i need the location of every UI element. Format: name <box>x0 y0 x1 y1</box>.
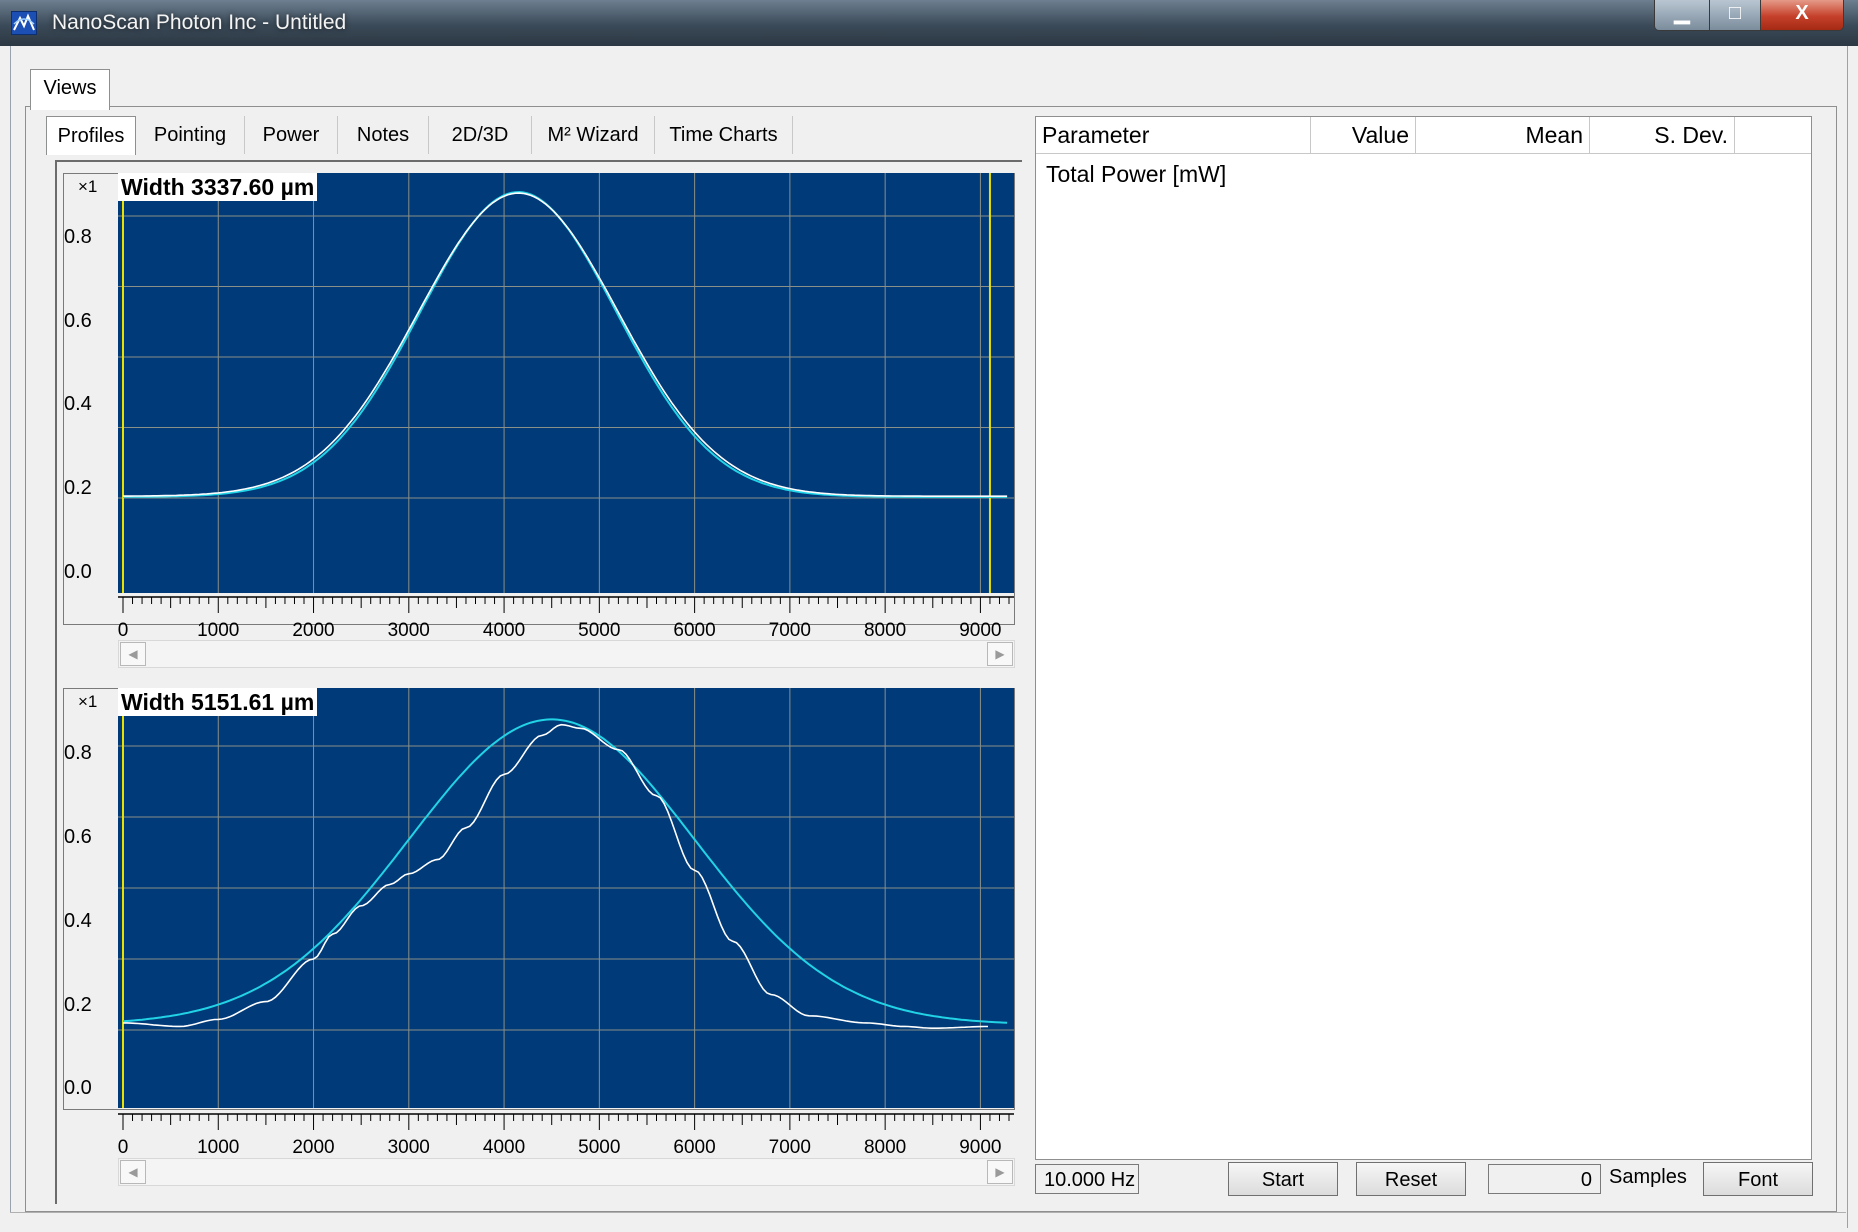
column-header-mean[interactable]: Mean <box>1416 117 1590 153</box>
profile-graph-svg <box>118 173 1014 593</box>
profiles-panel <box>55 160 1022 1204</box>
title-bar[interactable]: NanoScan Photon Inc - Untitled ▁ □ X <box>0 0 1858 46</box>
y-tick: 0.4 <box>64 393 92 415</box>
nanoscan-logo-icon <box>11 11 37 35</box>
x-tick-label: 1000 <box>197 620 240 641</box>
column-header-value[interactable]: Value <box>1311 117 1416 153</box>
column-header-parameter[interactable]: Parameter <box>1036 117 1311 153</box>
measured-curve <box>123 192 1008 497</box>
scroll-left-icon[interactable]: ◀ <box>120 1160 146 1184</box>
x-tick-label: 9000 <box>959 1137 1002 1158</box>
minimize-button[interactable]: ▁ <box>1654 0 1710 31</box>
close-button[interactable]: X <box>1760 0 1844 31</box>
x-tick-label: 3000 <box>387 1137 430 1158</box>
window-title: NanoScan Photon Inc - Untitled <box>52 11 347 34</box>
column-header-empty <box>1735 117 1810 153</box>
x-tick-label: 5000 <box>578 620 621 641</box>
samples-count: 0 <box>1488 1164 1601 1194</box>
x-tick-label: 0 <box>117 620 129 641</box>
y-tick: 0.0 <box>64 561 92 583</box>
tab-m2-wizard[interactable]: M² Wizard <box>532 116 655 154</box>
tab-power[interactable]: Power <box>245 116 338 154</box>
x-tick-label: 6000 <box>673 620 716 641</box>
x-axis-ruler <box>118 1113 1014 1130</box>
horizontal-scrollbar[interactable]: ◀ ▶ <box>118 1158 1015 1186</box>
tab-2d3d[interactable]: 2D/3D <box>429 116 532 154</box>
profile-graph-svg <box>118 688 1014 1108</box>
x-tick-label: 1000 <box>197 1137 240 1158</box>
status-bar <box>10 1212 1846 1232</box>
x-tick-label: 7000 <box>768 620 811 641</box>
fit-curve <box>122 190 1008 498</box>
scroll-right-icon[interactable]: ▶ <box>987 1160 1013 1184</box>
width-label: Width 3337.60 µm <box>118 173 318 201</box>
profile-graph-x[interactable]: Width 3337.60 µm <box>118 173 1014 593</box>
reset-button[interactable]: Reset <box>1356 1162 1466 1196</box>
tab-pointing[interactable]: Pointing <box>136 116 245 154</box>
scroll-right-icon[interactable]: ▶ <box>987 642 1013 666</box>
font-button[interactable]: Font <box>1703 1162 1813 1196</box>
maximize-button[interactable]: □ <box>1709 0 1761 31</box>
results-table[interactable]: Parameter Value Mean S. Dev. Total Power… <box>1035 116 1812 1160</box>
header-divider <box>1036 153 1811 154</box>
column-header-sdev[interactable]: S. Dev. <box>1590 117 1735 153</box>
samples-label: Samples <box>1609 1166 1687 1188</box>
width-label: Width 5151.61 µm <box>118 688 318 716</box>
window-controls: ▁ □ X <box>1654 0 1844 32</box>
tab-notes[interactable]: Notes <box>338 116 429 154</box>
tab-views[interactable]: Views <box>30 69 110 110</box>
x-tick-label: 6000 <box>673 1137 716 1158</box>
scale-label: ×1 <box>78 692 98 711</box>
scale-label: ×1 <box>78 177 98 196</box>
x-tick-label: 7000 <box>768 1137 811 1158</box>
table-row[interactable]: Total Power [mW] <box>1046 161 1227 187</box>
y-tick: 0.2 <box>64 477 92 499</box>
y-tick: 0.0 <box>64 1077 92 1099</box>
y-tick: 0.2 <box>64 994 92 1016</box>
x-tick-label: 8000 <box>863 1137 907 1158</box>
y-tick: 0.6 <box>64 826 92 848</box>
x-tick-label: 0 <box>117 1137 129 1158</box>
control-bar: 10.000 Hz Start Reset 0 Samples Font <box>1035 1160 1813 1202</box>
scroll-left-icon[interactable]: ◀ <box>120 642 146 666</box>
profile-graph-y[interactable]: Width 5151.61 µm <box>118 688 1014 1108</box>
y-tick: 0.4 <box>64 910 92 932</box>
x-tick-label: 4000 <box>482 1137 526 1158</box>
x-tick-label: 2000 <box>292 1137 335 1158</box>
x-tick-label: 8000 <box>863 620 907 641</box>
y-tick: 0.8 <box>64 742 92 764</box>
x-tick-label: 4000 <box>482 620 526 641</box>
horizontal-scrollbar[interactable]: ◀ ▶ <box>118 640 1015 668</box>
measured-curve <box>123 723 988 1029</box>
x-tick-label: 9000 <box>959 620 1002 641</box>
x-tick-label: 5000 <box>578 1137 621 1158</box>
y-tick: 0.6 <box>64 310 92 332</box>
tab-profiles[interactable]: Profiles <box>46 116 136 155</box>
x-tick-label: 3000 <box>387 620 430 641</box>
x-axis-ruler <box>118 596 1014 613</box>
start-button[interactable]: Start <box>1228 1162 1338 1196</box>
y-tick: 0.8 <box>64 226 92 248</box>
frequency-readout: 10.000 Hz <box>1035 1164 1139 1194</box>
fit-curve <box>122 718 1008 1024</box>
tab-time-charts[interactable]: Time Charts <box>655 116 793 154</box>
x-tick-label: 2000 <box>292 620 335 641</box>
